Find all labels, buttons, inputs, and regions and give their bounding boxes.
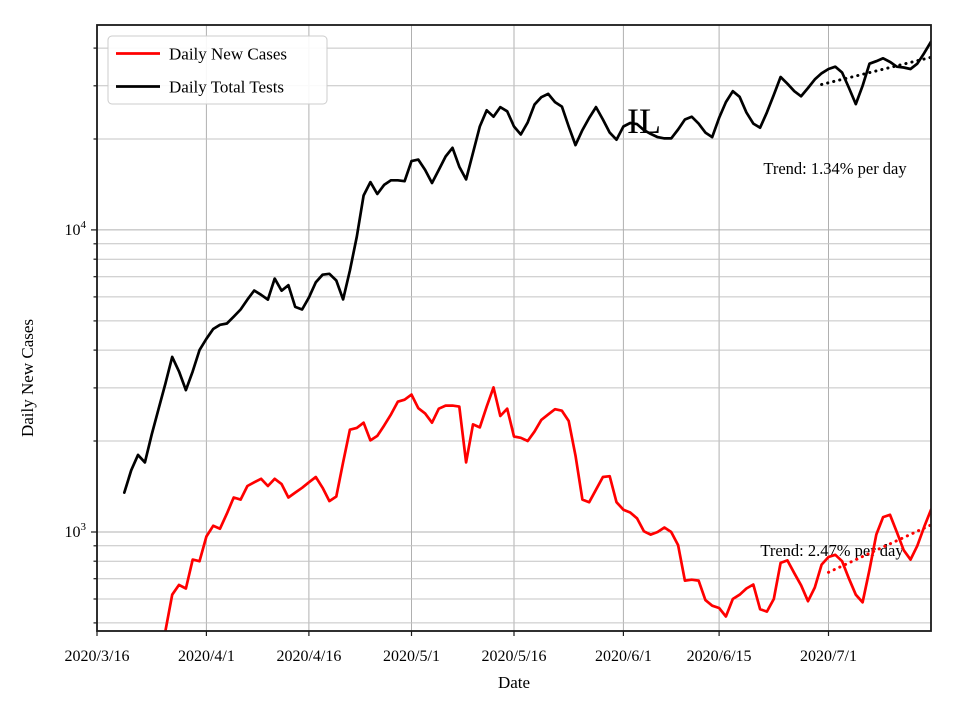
y-axis-label: Daily New Cases xyxy=(18,319,37,437)
legend: Daily New Cases Daily Total Tests xyxy=(107,35,328,105)
trend-line-daily-total-tests xyxy=(820,55,931,86)
daily-new-cases-line xyxy=(164,386,931,631)
legend-label-daily-new-cases: Daily New Cases xyxy=(169,45,287,64)
tick-marks xyxy=(91,47,830,636)
x-tick-label: 2020/4/1 xyxy=(178,648,235,665)
data-series xyxy=(122,40,931,631)
x-tick-labels: 2020/3/16 2020/4/1 2020/4/16 2020/5/1 2020/5… xyxy=(65,648,857,665)
y-tick-label-1e3: 103 xyxy=(65,521,87,541)
x-axis-label: Date xyxy=(498,673,530,692)
x-tick-label: 2020/6/15 xyxy=(687,648,752,665)
trend-line-daily-new-cases xyxy=(827,523,931,574)
x-tick-label: 2020/3/16 xyxy=(65,648,130,665)
axis-labels: Date Daily New Cases xyxy=(18,319,530,692)
trend-lines xyxy=(820,55,931,574)
annotations: IL Trend: 1.34% per day Trend: 2.47% per… xyxy=(627,101,907,560)
x-tick-label: 2020/4/16 xyxy=(276,648,341,665)
x-tick-label: 2020/7/1 xyxy=(800,648,857,665)
y-tick-labels: 103 104 xyxy=(65,219,87,541)
y-tick-label-1e4: 104 xyxy=(65,219,87,239)
x-tick-label: 2020/6/1 xyxy=(595,648,652,665)
legend-box xyxy=(107,35,328,105)
daily-total-tests-line xyxy=(122,40,931,494)
tests-trend-annotation: Trend: 1.34% per day xyxy=(763,159,907,178)
legend-label-daily-total-tests: Daily Total Tests xyxy=(169,78,284,97)
state-label: IL xyxy=(627,101,661,141)
x-tick-label: 2020/5/1 xyxy=(383,648,440,665)
x-tick-label: 2020/5/16 xyxy=(482,648,547,665)
